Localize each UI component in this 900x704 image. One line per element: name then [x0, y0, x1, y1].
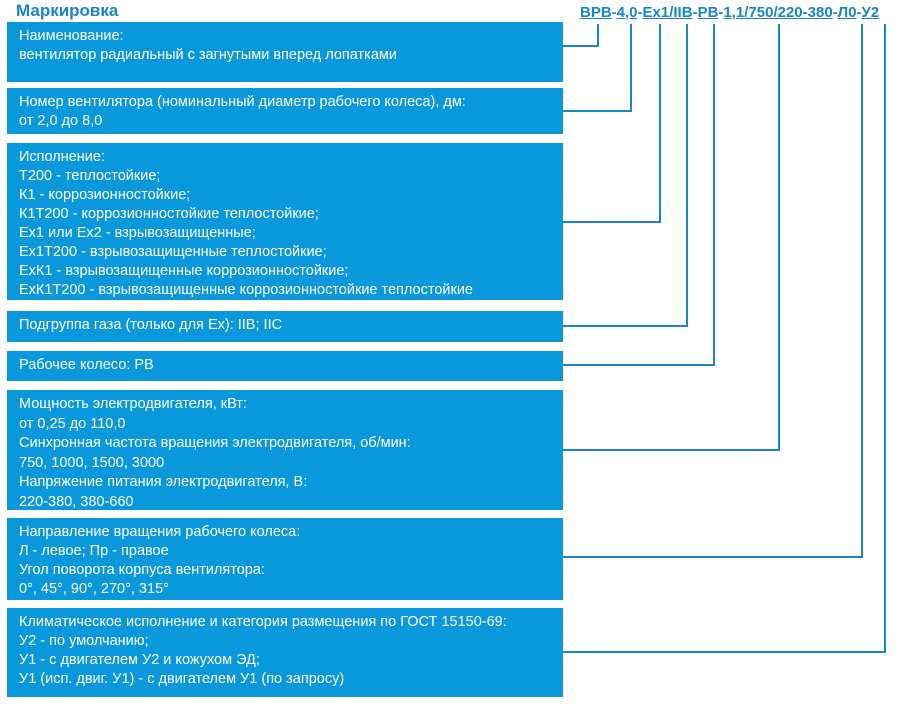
box-line: вентилятор радиальный с загнутыми вперед… [19, 47, 397, 63]
code-segment: У2 [861, 4, 880, 21]
box-line: Подгруппа газа (только для Ex): IIB; IIC [19, 317, 283, 333]
box-line: Рабочее колесо: РВ [19, 357, 154, 373]
box-line: от 2,0 до 8,0 [19, 113, 103, 129]
marking-code: ВРВ-4,0-Ex1/IIB-РВ-1,1/750/220-380-Л0-У2 [580, 4, 879, 21]
code-separator: - [856, 4, 862, 21]
code-separator: - [718, 4, 724, 21]
code-segment: 4,0 [616, 4, 638, 21]
box-line: ExК1 - взрывозащищенные коррозионностойк… [19, 263, 349, 279]
box-line: от 0,25 до 110,0 [19, 415, 126, 432]
connector-line [563, 24, 715, 366]
box-line: У1 (исп. двиг. У1) - с двигателем У1 (по… [19, 671, 345, 687]
code-segment: Ex1/ [642, 4, 674, 21]
box-line: Исполнение: [19, 149, 106, 165]
marking-box: Номер вентилятора (номинальный диаметр р… [7, 88, 563, 134]
connector-line [563, 24, 661, 223]
connector-line [563, 24, 886, 653]
connector-line [563, 24, 688, 327]
box-line: Л - левое; Пр - правое [19, 543, 169, 559]
code-segment: РВ [697, 4, 719, 21]
marking-box: Мощность электродвигателя, кВт: от 0,25 д… [7, 390, 563, 510]
box-line: К1Т200 - коррозионностойкие теплостойкие… [19, 206, 319, 222]
box-line: Направление вращения рабочего колеса: [19, 524, 301, 540]
box-line: У1 - с двигателем У2 и кожухом ЭД; [19, 652, 260, 668]
code-separator: - [637, 4, 643, 21]
marking-box: Наименование: вентилятор радиальный с заг… [7, 22, 563, 82]
marking-box: Климатическое исполнение и категория раз… [7, 608, 563, 697]
box-line: 0°, 45°, 90°, 270°, 315° [19, 581, 169, 597]
connector-line [563, 24, 780, 451]
connector-line [563, 24, 599, 47]
box-line: Напряжение питания электродвигателя, В: [19, 474, 308, 490]
connector-line [563, 24, 632, 112]
marking-box: Подгруппа газа (только для Ex): IIB; IIC [7, 311, 563, 342]
diagram-title: Маркировка [16, 1, 119, 20]
code-segment: IIB [673, 4, 693, 21]
box-line: ExК1Т200 - взрывозащищенные коррозионнос… [19, 282, 473, 298]
code-segment: 1,1/750/220-380 [723, 4, 833, 21]
code-separator: - [611, 4, 617, 21]
code-segment: ВРВ [580, 4, 612, 21]
box-line: 750, 1000, 1500, 3000 [19, 454, 165, 471]
marking-box: Исполнение: Т200 - теплостойкие; К1 - корр… [7, 143, 563, 300]
marking-box: Направление вращения рабочего колеса: Л -… [7, 518, 563, 600]
box-line: 220-380, 380-660 [19, 493, 134, 510]
box-line: Климатическое исполнение и категория раз… [19, 614, 507, 630]
box-line: Наименование: [19, 28, 124, 44]
marking-box: Рабочее колесо: РВ [7, 351, 563, 381]
box-line: Т200 - теплостойкие; [19, 168, 161, 184]
box-line: У2 - по умолчанию; [19, 633, 149, 649]
box-line: Ex1 или Ex2 - взрывозащищенные; [19, 225, 256, 241]
connector-line [563, 24, 863, 558]
box-line: Угол поворота корпуса вентилятора: [19, 562, 265, 578]
box-line: Ex1Т200 - взрывозащищенные теплостойкие; [19, 244, 327, 260]
code-segment: Л0 [837, 4, 857, 21]
code-separator: - [832, 4, 838, 21]
box-line: Мощность электродвигателя, кВт: [19, 396, 247, 412]
box-line: К1 - коррозионностойкие; [19, 187, 191, 203]
code-separator: - [692, 4, 698, 21]
box-line: Синхронная частота вращения электродвига… [19, 435, 411, 451]
box-line: Номер вентилятора (номинальный диаметр р… [19, 94, 466, 110]
